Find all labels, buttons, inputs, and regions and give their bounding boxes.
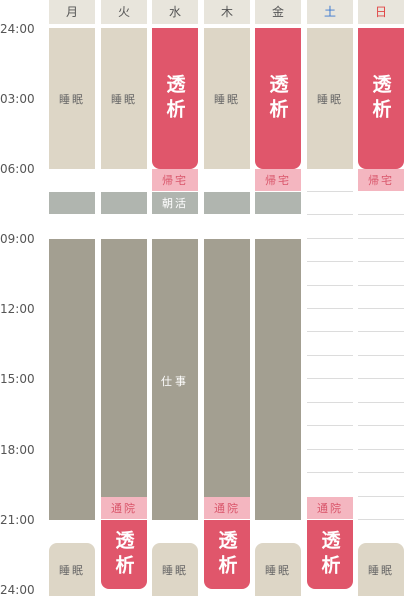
dialysis-block: 透析 <box>152 28 198 169</box>
sleep-block: 睡眠 <box>49 543 95 596</box>
work-block <box>49 239 95 520</box>
work-block <box>101 239 147 497</box>
time-label: 03:00 <box>0 92 35 106</box>
hospital-label: 通院 <box>101 497 147 519</box>
return-home-label: 帰宅 <box>255 169 301 191</box>
day-tue: 火 <box>101 0 147 24</box>
time-label: 24:00 <box>0 22 35 36</box>
work-block <box>255 239 301 520</box>
day-mon: 月 <box>49 0 95 24</box>
day-sun: 日 <box>358 0 404 24</box>
sleep-block: 睡眠 <box>101 28 147 169</box>
sleep-block: 睡眠 <box>49 28 95 169</box>
sleep-block: 睡眠 <box>152 543 198 596</box>
time-label: 18:00 <box>0 443 35 457</box>
return-home-label: 帰宅 <box>152 169 198 191</box>
time-label: 12:00 <box>0 302 35 316</box>
dialysis-block: 透析 <box>307 520 353 589</box>
dialysis-block: 透析 <box>101 520 147 589</box>
time-label: 06:00 <box>0 162 35 176</box>
sleep-block: 睡眠 <box>358 543 404 596</box>
work-label: 仕事 <box>161 375 189 388</box>
sleep-block: 睡眠 <box>307 28 353 169</box>
dialysis-block: 透析 <box>204 520 250 589</box>
time-label: 24:00 <box>0 583 35 597</box>
morning-block <box>49 192 95 214</box>
dialysis-block: 透析 <box>255 28 301 169</box>
morning-block <box>101 192 147 214</box>
day-sat: 土 <box>307 0 353 24</box>
day-fri: 金 <box>255 0 301 24</box>
morning-block <box>204 192 250 214</box>
hospital-label: 通院 <box>307 497 353 519</box>
day-thu: 木 <box>204 0 250 24</box>
sleep-block: 睡眠 <box>204 28 250 169</box>
morning-block: 朝活 <box>152 192 198 214</box>
time-label: 09:00 <box>0 232 35 246</box>
sleep-block: 睡眠 <box>255 543 301 596</box>
time-label: 15:00 <box>0 372 35 386</box>
work-block <box>204 239 250 497</box>
morning-block <box>255 192 301 214</box>
work-block <box>152 239 198 520</box>
dialysis-block: 透析 <box>358 28 404 169</box>
return-home-label: 帰宅 <box>358 169 404 191</box>
day-wed: 水 <box>152 0 198 24</box>
time-label: 21:00 <box>0 513 35 527</box>
hospital-label: 通院 <box>204 497 250 519</box>
